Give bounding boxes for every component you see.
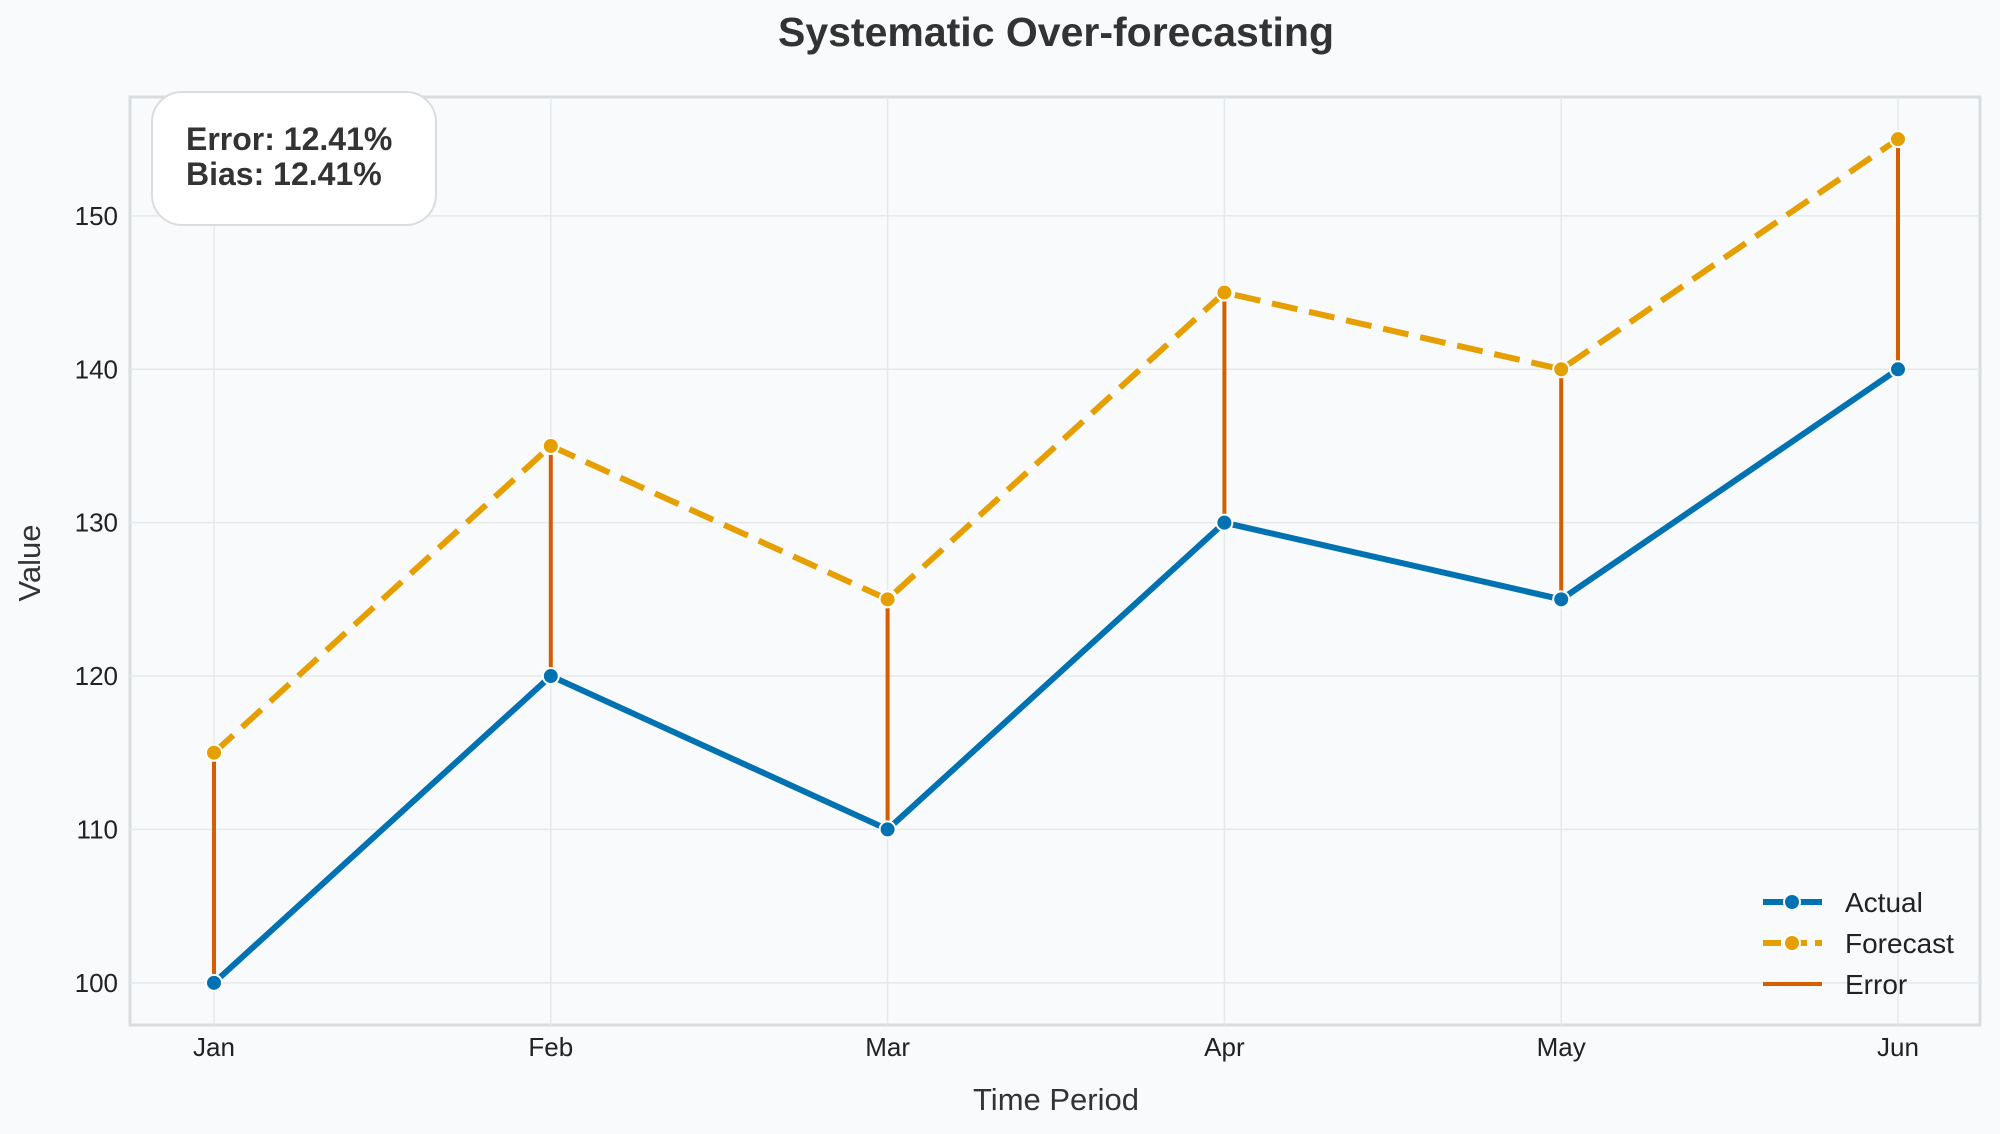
series-line-forecast xyxy=(211,136,1900,755)
data-point-forecast xyxy=(205,743,223,762)
data-point-actual xyxy=(1889,360,1907,379)
y-tick-label: 150 xyxy=(75,201,118,231)
data-point-actual xyxy=(1215,513,1234,532)
series-lines xyxy=(211,136,1900,986)
data-point-actual xyxy=(205,973,223,992)
y-tick-label: 140 xyxy=(75,354,118,384)
x-tick-label: Jan xyxy=(193,1032,235,1062)
y-tick-label: 130 xyxy=(75,508,118,538)
data-point-actual xyxy=(1552,590,1571,609)
error-lines xyxy=(212,139,1900,983)
plot-area xyxy=(128,95,1982,1027)
chart-title: Systematic Over-forecasting xyxy=(778,9,1334,55)
x-tick-label: Apr xyxy=(1204,1032,1245,1062)
data-point-actual xyxy=(878,820,897,839)
legend-item-forecast: Forecast xyxy=(1763,928,1954,959)
y-axis-label: Value xyxy=(12,525,47,602)
annotation-error: Error: 12.41% xyxy=(186,121,392,157)
y-axis-ticks: 100 110 120 130 140 150 xyxy=(75,201,118,998)
data-point-forecast xyxy=(1552,360,1571,379)
annotation-box: Error: 12.41% Bias: 12.41% xyxy=(151,91,437,226)
legend-label-actual: Actual xyxy=(1845,887,1923,918)
legend-item-error: Error xyxy=(1763,969,1907,1000)
data-point-forecast xyxy=(878,590,897,609)
legend-label-forecast: Forecast xyxy=(1845,928,1954,959)
x-tick-label: May xyxy=(1537,1032,1586,1062)
data-point-forecast xyxy=(1889,130,1907,149)
annotation-bias: Bias: 12.41% xyxy=(186,156,382,192)
y-tick-label: 110 xyxy=(77,814,118,844)
x-axis-label: Time Period xyxy=(973,1082,1139,1117)
y-tick-label: 120 xyxy=(75,661,118,691)
y-tick-label: 100 xyxy=(75,968,118,998)
x-tick-label: Feb xyxy=(528,1032,573,1062)
x-tick-label: Jun xyxy=(1877,1032,1919,1062)
series-markers xyxy=(205,130,1907,992)
series-line-actual xyxy=(211,366,1900,986)
legend: Actual Forecast Error xyxy=(1763,887,1954,1000)
data-point-forecast xyxy=(1215,283,1234,302)
x-tick-label: Mar xyxy=(865,1032,910,1062)
x-axis-ticks: Jan Feb Mar Apr May Jun xyxy=(193,1032,1919,1062)
data-point-forecast xyxy=(541,436,560,455)
legend-item-actual: Actual xyxy=(1763,887,1923,918)
legend-label-error: Error xyxy=(1845,969,1907,1000)
data-point-actual xyxy=(541,667,560,686)
